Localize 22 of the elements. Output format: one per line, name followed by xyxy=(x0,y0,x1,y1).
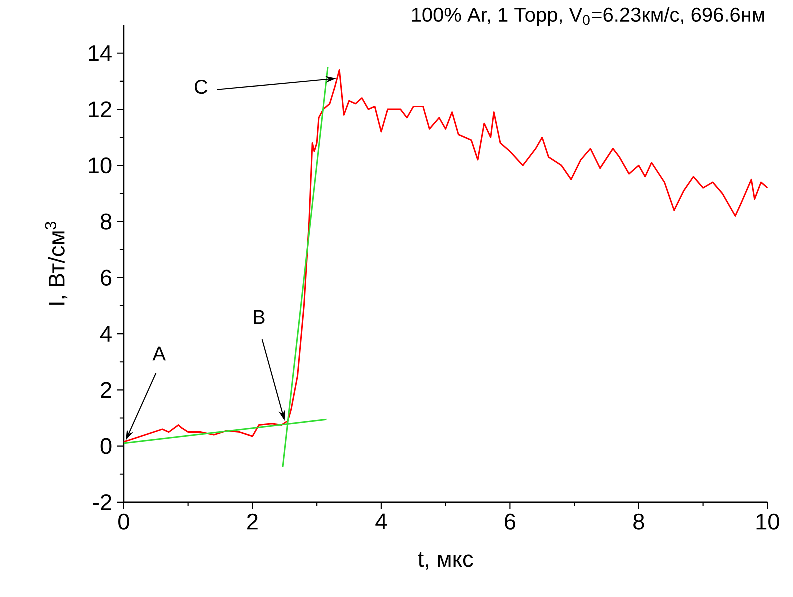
annotation: A xyxy=(152,346,166,361)
y-tick-label: 2 xyxy=(101,382,112,398)
y-tick-label: 10 xyxy=(89,158,112,174)
y-tick-label: 6 xyxy=(101,270,112,286)
y-tick-label: 12 xyxy=(89,102,112,118)
y-tick-label: -2 xyxy=(93,494,112,510)
x-tick-label: 4 xyxy=(376,514,388,530)
x-tick-label: 2 xyxy=(248,514,258,530)
y-tick-label: 0 xyxy=(100,438,112,454)
x-tick-label: 10 xyxy=(756,514,780,530)
line-series xyxy=(123,69,768,443)
chart-title: 100% Ar, 1 Торр, V$_{0}$=6.23км/с, 696.6нм xyxy=(412,7,764,26)
annotation: C xyxy=(195,80,208,94)
annotation: B xyxy=(254,310,265,324)
x-axis-title: t, мкс xyxy=(418,552,474,570)
x-tick-label: 0 xyxy=(118,514,130,530)
x-tick-label: 8 xyxy=(634,514,644,530)
y-tick-label: 4 xyxy=(100,326,112,342)
y-tick-label: 8 xyxy=(100,214,112,230)
y-axis-title: I, Вт/см$^{3}$ xyxy=(45,222,68,305)
x-tick-label: 6 xyxy=(505,514,516,530)
y-tick-label: 14 xyxy=(89,46,112,62)
